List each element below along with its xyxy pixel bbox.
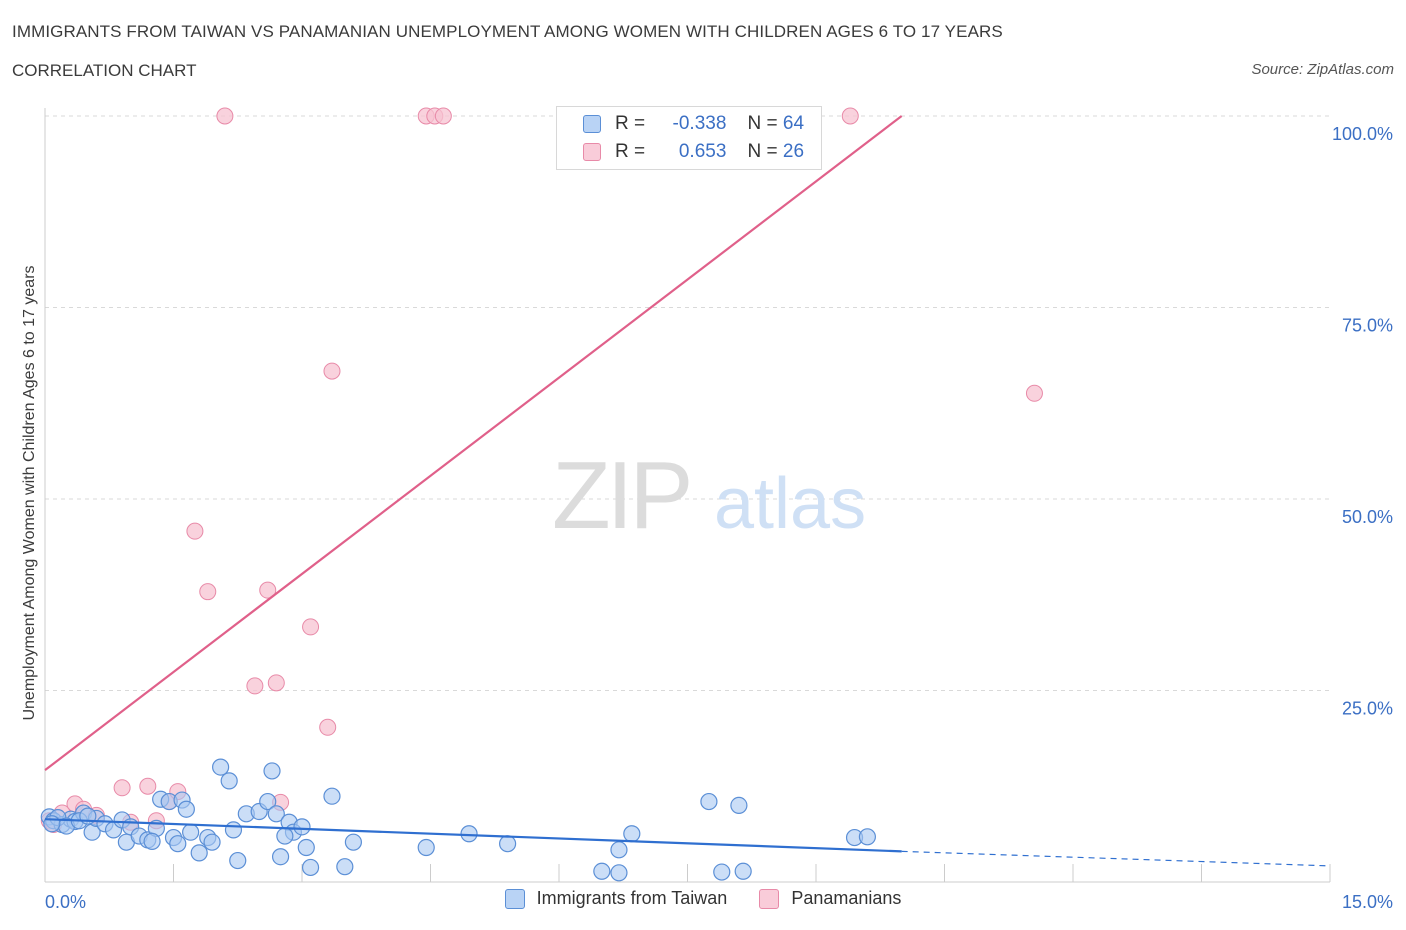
legend-swatch-taiwan (504, 888, 525, 909)
taiwan-point (212, 758, 230, 776)
r-value: -0.338 (672, 113, 727, 134)
panama-point (113, 779, 131, 797)
y-tick-label: 75.0% (1342, 316, 1393, 336)
taiwan-point (344, 833, 362, 851)
taiwan-point (417, 838, 435, 857)
taiwan-point (610, 864, 628, 882)
taiwan-point (610, 841, 628, 859)
panama-point (139, 777, 157, 795)
taiwan-point (177, 800, 195, 818)
legend-label-taiwan: Immigrants from Taiwan (536, 888, 728, 908)
taiwan-point (263, 762, 281, 780)
panama-point (246, 677, 264, 695)
x-tick-label: 0.0% (45, 892, 86, 912)
watermark: ZIP atlas (552, 442, 866, 549)
y-tick-label: 25.0% (1342, 699, 1393, 719)
panama-point (323, 362, 341, 380)
legend-label-panama: Panamanians (791, 888, 902, 908)
taiwan-point (229, 851, 247, 870)
panama-point (199, 583, 217, 601)
panama-point (1025, 384, 1043, 402)
watermark-atlas: atlas (714, 464, 866, 544)
taiwan-point (220, 772, 238, 790)
tick-labels: 25.0% 50.0% 75.0% 100.0% 0.0% 15.0% (45, 124, 1393, 912)
taiwan-point (499, 835, 517, 853)
legend-swatch-panama (583, 143, 601, 161)
taiwan-point (267, 805, 285, 823)
n-label: N = (747, 141, 778, 162)
panama-point (259, 581, 277, 599)
chart-subtitle: CORRELATION CHART (12, 61, 197, 80)
taiwan-point (271, 848, 290, 866)
taiwan-point (259, 792, 277, 811)
taiwan-trend-extension (901, 850, 1331, 867)
taiwan-point (858, 828, 877, 846)
panama-point (302, 618, 320, 636)
taiwan-point (293, 818, 311, 836)
taiwan-point (623, 825, 641, 843)
taiwan-point (460, 825, 478, 843)
panamanians-points (40, 107, 1043, 834)
taiwan-point (730, 796, 748, 815)
r-label: R = (615, 113, 646, 134)
panama-point (319, 718, 337, 736)
taiwan-point (182, 823, 200, 841)
grid-lines (45, 115, 1330, 691)
taiwan-point (169, 835, 187, 853)
panama-point (216, 107, 234, 125)
taiwan-point (713, 863, 731, 881)
legend-item-taiwan[interactable]: Immigrants from Taiwan (504, 888, 728, 909)
taiwan-trend-line (44, 818, 902, 853)
chart-title: IMMIGRANTS FROM TAIWAN VS PANAMANIAN UNE… (12, 22, 1003, 41)
taiwan-point (143, 832, 161, 851)
panama-trend-line (44, 115, 903, 772)
trend-lines (44, 115, 1331, 867)
legend-row-panama: R = 0.653 N = 26 (583, 140, 804, 164)
taiwan-point (700, 792, 718, 811)
panama-point (267, 674, 285, 692)
y-tick-label: 50.0% (1342, 507, 1393, 527)
taiwan-point (593, 862, 611, 880)
n-value: 64 (782, 113, 805, 134)
series-legend: Immigrants from Taiwan Panamanians (0, 888, 1406, 909)
panama-point (841, 107, 859, 125)
r-value: 0.653 (678, 141, 727, 162)
source-credit: Source: ZipAtlas.com (1251, 61, 1394, 78)
y-tick-label: 100.0% (1332, 124, 1393, 144)
legend-row-taiwan: R = -0.338 N = 64 (583, 112, 804, 136)
n-label: N = (747, 113, 778, 134)
n-value: 26 (782, 141, 805, 162)
taiwan-point (336, 858, 354, 876)
taiwan-point (301, 858, 320, 877)
taiwan-point (190, 844, 208, 862)
taiwan-point (276, 827, 294, 845)
legend-swatch-panama (759, 888, 780, 909)
panama-point (186, 522, 204, 540)
taiwan-point (297, 838, 315, 857)
taiwan-point (734, 862, 752, 880)
taiwan-point (224, 821, 243, 839)
r-label: R = (615, 141, 646, 162)
correlation-legend: R = -0.338 N = 64 R = 0.653 N = 26 (556, 106, 822, 170)
legend-swatch-taiwan (583, 115, 601, 133)
taiwan-point (203, 833, 221, 851)
taiwan-point (323, 787, 341, 805)
panama-point (434, 107, 452, 125)
taiwan-points (40, 758, 877, 882)
x-tick-label: 15.0% (1342, 892, 1393, 912)
watermark-zip: ZIP (552, 442, 689, 549)
legend-item-panama[interactable]: Panamanians (759, 888, 901, 909)
axes (44, 108, 1331, 883)
